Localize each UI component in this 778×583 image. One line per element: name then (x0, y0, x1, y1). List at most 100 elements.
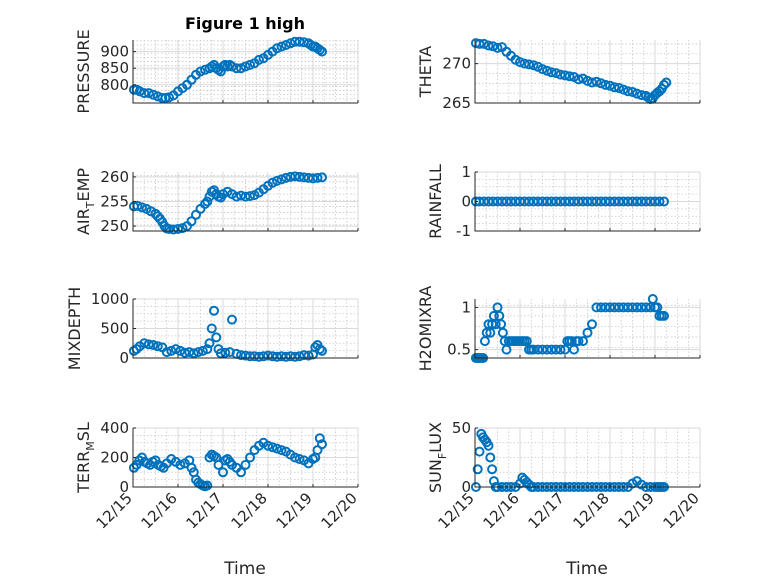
data-point (483, 440, 494, 451)
data-point (170, 344, 181, 355)
data-point (245, 351, 255, 362)
x-axis-label-left: Time (223, 559, 266, 579)
data-point (618, 84, 629, 95)
y-tick-label: 270 (442, 55, 471, 73)
data-point (314, 344, 325, 355)
subplot-rainfall: -1 0 1 RAINFALL (426, 163, 701, 240)
data-point (560, 70, 570, 81)
data-point (573, 336, 584, 347)
data-point (157, 93, 168, 103)
data-point (209, 305, 219, 316)
series-markers (128, 433, 327, 492)
data-point (263, 350, 273, 361)
y-tick-label: 0 (119, 349, 129, 367)
data-point (317, 439, 327, 450)
data-point (654, 86, 665, 97)
data-point (623, 86, 633, 97)
data-point (227, 314, 237, 325)
y-tick-label: 1 (461, 163, 471, 181)
data-point (573, 74, 584, 85)
data-point (652, 302, 663, 313)
subplot-mixdepth: 0 500 1000 MIXDEPTH (65, 287, 359, 370)
data-point (596, 78, 606, 89)
data-point (600, 79, 611, 90)
y-axis-label: TERRMSL (74, 422, 97, 494)
data-point (294, 36, 305, 47)
y-tick-label: 50 (452, 419, 471, 437)
y-tick-label: 900 (100, 43, 129, 61)
data-point (202, 196, 213, 207)
data-point (542, 65, 552, 76)
data-point (200, 199, 210, 209)
data-point (220, 347, 231, 358)
y-tick-label: 265 (442, 94, 471, 112)
y-tick-label: 255 (100, 193, 129, 211)
data-point (245, 452, 255, 463)
data-point (587, 319, 597, 330)
y-tick-label: 250 (100, 217, 129, 235)
data-point (290, 452, 300, 463)
subplot-theta: 265 270 THETA (416, 38, 701, 112)
data-point (659, 196, 669, 207)
data-point (528, 60, 539, 71)
data-point (294, 351, 305, 362)
data-point (197, 345, 208, 356)
data-point (152, 341, 163, 352)
subplot-h2omixra: 0.5 1 H2OMIXRA (416, 286, 701, 371)
data-point (485, 452, 496, 463)
data-point (175, 459, 186, 470)
y-tick-label: 1000 (91, 290, 129, 308)
y-axis-label: SUNFLUX (426, 422, 449, 493)
data-point (236, 467, 246, 478)
data-point (276, 41, 287, 52)
data-point (317, 46, 327, 57)
y-axis-label: MIXDEPTH (65, 287, 84, 370)
data-point (659, 79, 669, 90)
data-point (290, 351, 300, 362)
y-tick-label: 0.5 (447, 341, 471, 359)
data-point (272, 43, 282, 54)
data-point (218, 467, 228, 478)
data-point (206, 323, 217, 334)
y-tick-label: 0 (461, 193, 471, 211)
series-markers (128, 36, 327, 103)
y-axis-label: PRESSURE (74, 29, 93, 113)
data-point (555, 69, 566, 80)
data-point (281, 172, 291, 183)
series-markers (470, 38, 672, 105)
data-point (483, 40, 494, 51)
data-point (591, 76, 602, 87)
data-point (254, 351, 264, 362)
data-point (227, 61, 237, 72)
y-tick-label: 1 (461, 298, 471, 316)
data-point (519, 58, 530, 69)
data-point (564, 71, 575, 82)
data-point (215, 348, 226, 359)
data-point (294, 171, 305, 182)
data-point (605, 80, 615, 91)
data-point (490, 319, 501, 330)
data-point (627, 87, 638, 97)
data-point (566, 336, 577, 347)
y-tick-label: 0 (119, 478, 129, 496)
data-point (245, 191, 255, 202)
y-axis-label: RAINFALL (426, 164, 445, 239)
data-point (240, 191, 251, 202)
data-point (317, 172, 327, 183)
data-point (632, 88, 642, 99)
data-point (267, 442, 278, 453)
data-point (188, 348, 199, 359)
y-axis-label: AIRTEMP (74, 168, 97, 235)
y-tick-label: 260 (100, 168, 129, 186)
data-point (317, 345, 327, 356)
data-point (240, 61, 251, 72)
data-point (202, 344, 213, 355)
y-tick-label: 500 (100, 320, 129, 338)
y-tick-label: 200 (100, 449, 129, 467)
data-point (299, 172, 309, 183)
data-point (213, 459, 224, 470)
